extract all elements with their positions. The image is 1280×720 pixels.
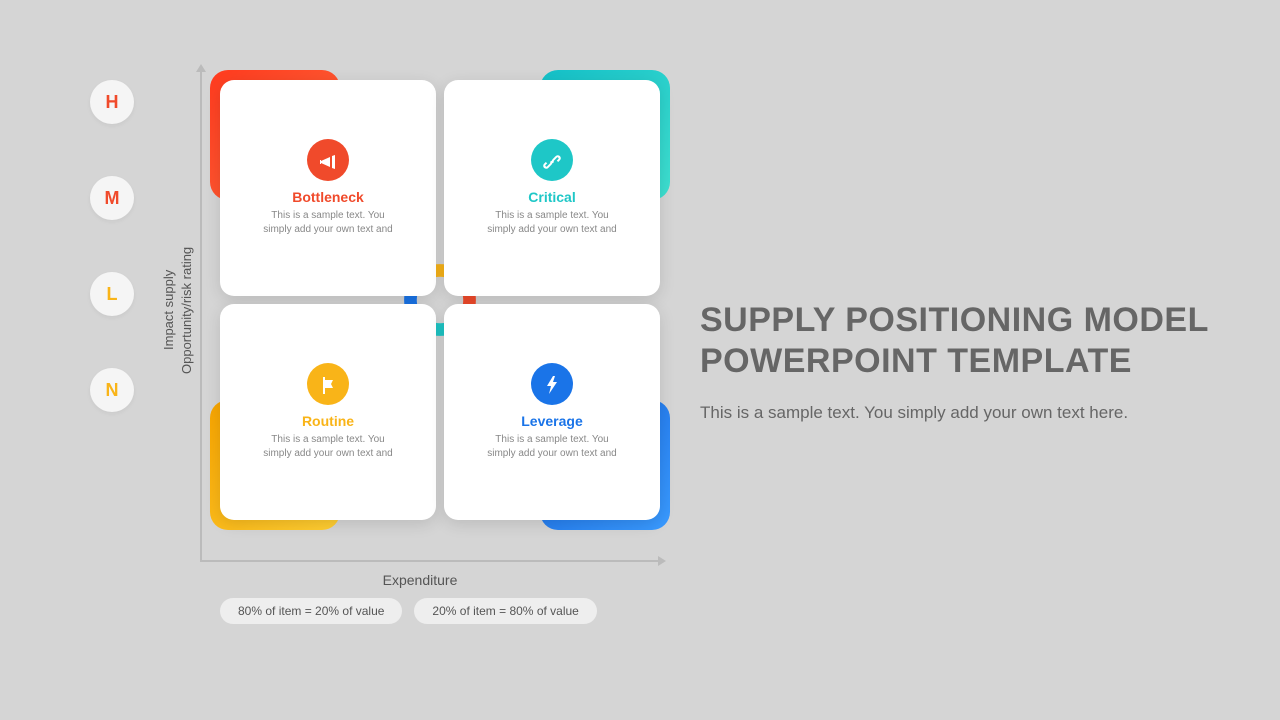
chart-area: HMLN Impact supplyOpportunity/risk ratin… <box>100 60 660 620</box>
x-axis-line <box>200 560 660 562</box>
axis-badge-l: L <box>90 272 134 316</box>
quadrant-card-bottleneck: Bottleneck This is a sample text. You sim… <box>220 80 436 296</box>
quadrant-card-critical: Critical This is a sample text. You simpl… <box>444 80 660 296</box>
quadrant-title: Leverage <box>521 413 582 429</box>
page-title: SUPPLY POSITIONING MODEL POWERPOINT TEMP… <box>700 300 1220 382</box>
axis-badge-m: M <box>90 176 134 220</box>
quadrant-title: Bottleneck <box>292 189 364 205</box>
quadrant-desc: This is a sample text. You simply add yo… <box>482 433 622 461</box>
axis-badge-n: N <box>90 368 134 412</box>
quadrant-card-routine: Routine This is a sample text. You simply… <box>220 304 436 520</box>
x-axis-pills: 80% of item = 20% of value 20% of item = … <box>220 598 597 624</box>
quadrant-grid: Bottleneck This is a sample text. You sim… <box>220 80 660 520</box>
x-pill-0: 80% of item = 20% of value <box>220 598 402 624</box>
quadrant-title: Critical <box>528 189 575 205</box>
quadrant-title: Routine <box>302 413 354 429</box>
y-axis-badges: H M L N <box>90 80 134 464</box>
quadrant-matrix: Bottleneck This is a sample text. You sim… <box>220 80 660 520</box>
quadrant-desc: This is a sample text. You simply add yo… <box>258 209 398 237</box>
megaphone-icon <box>307 139 349 181</box>
page-subtitle: This is a sample text. You simply add yo… <box>700 400 1220 426</box>
axis-badge-h: H <box>90 80 134 124</box>
quadrant-card-leverage: Leverage This is a sample text. You simpl… <box>444 304 660 520</box>
x-pill-1: 20% of item = 80% of value <box>414 598 596 624</box>
quadrant-desc: This is a sample text. You simply add yo… <box>258 433 398 461</box>
y-axis-label: Impact supplyOpportunity/risk rating <box>160 180 196 440</box>
flag-icon <box>307 363 349 405</box>
title-block: SUPPLY POSITIONING MODEL POWERPOINT TEMP… <box>700 300 1220 425</box>
link-icon <box>531 139 573 181</box>
quadrant-desc: This is a sample text. You simply add yo… <box>482 209 622 237</box>
bolt-icon <box>531 363 573 405</box>
x-axis-label: Expenditure <box>200 572 640 588</box>
y-axis-line <box>200 70 202 560</box>
